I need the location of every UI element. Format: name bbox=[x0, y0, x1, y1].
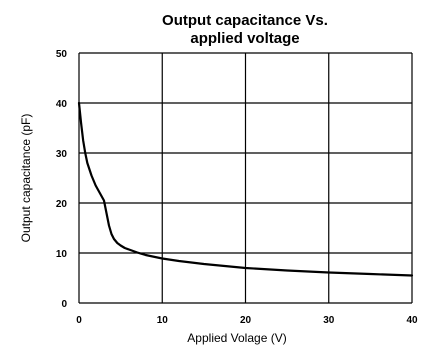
chart-title-line-1: Output capacitance Vs. bbox=[162, 12, 328, 29]
series bbox=[77, 101, 414, 277]
series-line-0 bbox=[77, 101, 414, 277]
y-tick-label-0: 0 bbox=[61, 299, 67, 310]
x-axis-ticks: 0 10 20 30 40 bbox=[76, 315, 418, 326]
x-tick-label-2: 20 bbox=[240, 315, 252, 326]
x-tick-label-4: 40 bbox=[406, 315, 418, 326]
y-tick-label-5: 50 bbox=[56, 49, 68, 60]
y-axis-label: Output capacitance (pF) bbox=[19, 114, 33, 243]
y-tick-label-2: 20 bbox=[56, 199, 68, 210]
y-axis-ticks: 0 10 20 30 40 50 bbox=[56, 49, 68, 310]
x-axis-label: Applied Volage (V) bbox=[187, 331, 286, 345]
y-tick-label-3: 30 bbox=[56, 149, 68, 160]
y-tick-label-1: 10 bbox=[56, 249, 68, 260]
grid bbox=[78, 52, 413, 304]
x-tick-label-1: 10 bbox=[157, 315, 169, 326]
x-tick-label-0: 0 bbox=[76, 315, 82, 326]
y-tick-label-4: 40 bbox=[56, 99, 68, 110]
chart-title-line-2: applied voltage bbox=[190, 30, 299, 47]
x-tick-label-3: 30 bbox=[323, 315, 335, 326]
